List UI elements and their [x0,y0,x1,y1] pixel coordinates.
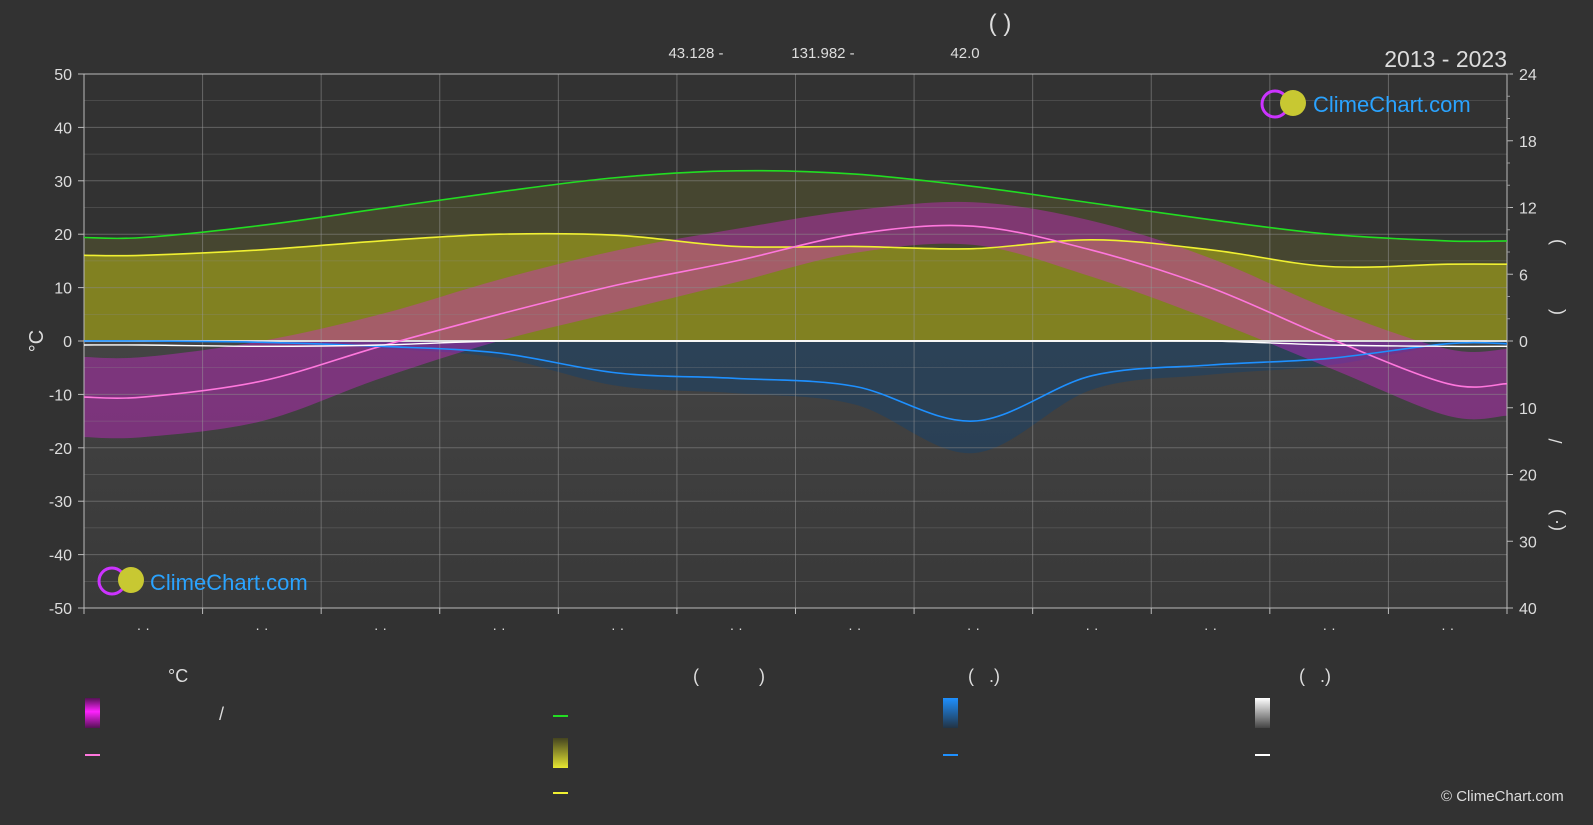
x-axis-month-label: · · [848,620,861,636]
left-axis-tick-label: 40 [54,120,72,137]
left-axis-tick-label: -30 [49,494,72,511]
legend-snow-area-swatch [1255,698,1270,728]
chart-axes-layer: 50 40 30 20 10 0 -10 -20 -30 -40 -50 °C 24 18 12 6 0 10 20… [26,67,1566,636]
left-axis-tick-label: -40 [49,548,72,565]
right-axis-top-label-mark: ( [1546,309,1566,315]
right-axis-top-tick-label: 18 [1519,134,1537,151]
left-axis-tick-label: 50 [54,67,72,84]
logo-text-top: ClimeChart.com [1313,92,1471,117]
x-axis-month-label: · · [967,620,980,636]
x-axis-month-label: · · [492,620,505,636]
legend-temp-header: °C [168,666,189,686]
climechart-logo-bottom: ClimeChart.com [97,566,308,596]
left-axis-tick-label: 10 [54,281,72,298]
elevation-label: 42.0 [950,45,979,62]
logo-sun-icon [118,567,144,593]
right-axis-bottom-tick-label: 20 [1519,468,1537,485]
logo-sun-icon [1280,90,1306,116]
legend-sunshine-line-swatch [553,792,568,794]
logo-text-bottom: ClimeChart.com [150,570,308,595]
rain-line [83,340,1508,422]
right-axis-top-tick-label: 0 [1519,334,1528,351]
x-axis-month-label: · · [1204,620,1217,636]
legend-rain-area-swatch [943,698,958,728]
left-axis-tick-label: -50 [49,601,72,618]
legend-temp-range-swatch [85,698,100,728]
chart-lines-layer [83,169,1508,422]
left-axis-tick-label: 20 [54,227,72,244]
x-axis-month-label: · · [1323,620,1336,636]
right-axis-bottom-label-mark: / [1546,438,1566,443]
right-axis-top-tick-label: 12 [1519,201,1537,218]
legend-rain-line-swatch [943,754,958,756]
period-label: 2013 - 2023 [1384,46,1507,72]
longitude-label: 131.982 - [791,45,854,62]
legend-snow-line-swatch [1255,754,1270,756]
right-axis-bottom-label-mark: (· [1546,519,1566,531]
x-axis-month-label: · · [137,620,150,636]
left-axis-tick-label: 30 [54,174,72,191]
legend-snow-header: ( .) [1299,666,1331,686]
left-axis-tick-label: -10 [49,387,72,404]
left-axis-tick-label: 0 [63,334,72,351]
right-axis-bottom-tick-label: 30 [1519,534,1537,551]
left-axis-tick-label: -20 [49,441,72,458]
x-axis-month-label: · · [730,620,743,636]
legend-sun-header: ( ) [693,666,765,686]
right-axis-bottom-tick-label: 40 [1519,601,1537,618]
x-axis-month-label: · · [1441,620,1454,636]
daylight-line [83,169,1508,243]
x-axis-month-label: · · [255,620,268,636]
right-axis-top-label-mark: ) [1546,239,1566,245]
climechart-logo-top: ClimeChart.com [1260,89,1471,119]
legend-sunshine-area-swatch [553,738,568,768]
left-axis-label: °C [26,330,48,352]
x-axis-month-label: · · [1085,620,1098,636]
x-axis-month-label: · · [611,620,624,636]
copyright: © ClimeChart.com [1441,788,1564,805]
right-axis-bottom-tick-label: 10 [1519,401,1537,418]
right-axis-top-tick-label: 24 [1519,67,1537,84]
snow-line [83,339,1508,348]
legend-rain-header: ( .) [968,666,1000,686]
mean-temp-line [83,224,1508,400]
legend-temp-range-slash: / [219,704,225,724]
x-axis-month-label: · · [374,620,387,636]
right-axis-bottom-label-mark: ) [1546,509,1566,515]
latitude-label: 43.128 - [668,45,723,62]
legend-temp-mean-swatch [85,754,100,756]
legend-daylight-swatch [553,715,568,717]
chart-title: ( ) [989,10,1012,37]
right-axis-top-tick-label: 6 [1519,267,1528,284]
